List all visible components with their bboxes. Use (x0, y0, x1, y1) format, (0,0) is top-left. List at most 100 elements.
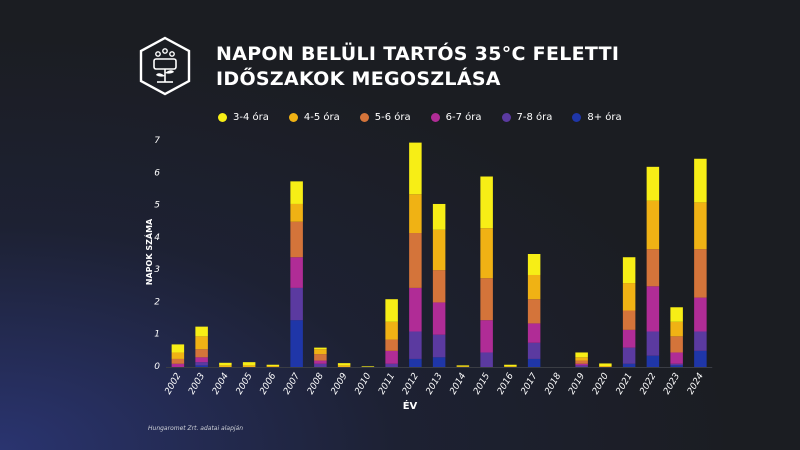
bar-segment (195, 357, 208, 363)
bar-segment (266, 366, 280, 367)
bar-segment (480, 278, 493, 321)
bar-segment (314, 347, 327, 350)
x-tick-label: 2021 (615, 372, 635, 397)
bar-segment (432, 270, 446, 303)
x-tick-label: 2011 (377, 372, 397, 397)
bar-segment (290, 320, 303, 367)
bar-segment (432, 302, 446, 335)
x-tick-label: 2018 (543, 371, 563, 396)
legend-label: 6-7 óra (445, 112, 482, 123)
x-tick-label: 2012 (401, 371, 421, 396)
bar-segment (599, 363, 612, 367)
bar-segment (385, 339, 398, 351)
legend-item: 4-5 óra (288, 112, 340, 123)
bar-segment (242, 362, 256, 366)
legend-item: 3-4 óra (218, 112, 269, 123)
bar-segment (527, 323, 541, 343)
bar-segment (195, 326, 208, 337)
bar-segment (385, 350, 398, 364)
bar-segment (337, 363, 351, 366)
bar-segment (432, 203, 446, 230)
bar-segment (314, 349, 327, 355)
bar-segment (646, 166, 660, 201)
y-tick-label: 7 (154, 136, 160, 146)
bar-segment (575, 357, 588, 361)
x-tick-label: 2002 (163, 371, 183, 396)
bar-segment (171, 363, 185, 367)
chart-title-line1: NAPON BELÜLI TARTÓS 35°C FELETTI (216, 43, 620, 65)
legend-item: 5-6 óra (359, 112, 411, 123)
bar-segment (456, 366, 470, 367)
bar-segment (527, 274, 541, 300)
y-tick-label: 1 (154, 330, 160, 340)
y-axis-label: NAPOK SZÁMA (143, 218, 154, 285)
bar-segment (219, 362, 232, 366)
x-tick-label: 2023 (662, 371, 682, 396)
bar-segment (385, 321, 398, 340)
bar-segment (694, 350, 707, 367)
legend-label: 7-8 óra (516, 112, 553, 123)
x-tick-label: 2016 (496, 371, 516, 396)
bar-segment (527, 299, 541, 324)
bar-segment (527, 254, 541, 275)
legend-swatch (218, 113, 227, 122)
bar-segment (480, 176, 493, 229)
bar-segment (409, 331, 422, 359)
x-tick-label: 2015 (472, 371, 492, 396)
legend-item: 6-7 óra (430, 112, 482, 123)
y-tick-label: 5 (154, 201, 160, 211)
legend-swatch (572, 113, 582, 122)
bar-segment (694, 158, 707, 203)
chart-title-line2: IDŐSZAKOK MEGOSZLÁSA (216, 68, 501, 90)
bar-segment (219, 365, 232, 367)
x-tick-label: 2020 (591, 371, 611, 396)
bar-segment (409, 287, 422, 332)
legend-swatch (359, 113, 369, 122)
bar-segment (575, 352, 588, 358)
bar-segment (575, 363, 588, 366)
bar-segment (694, 331, 707, 351)
source-note: Hungaromet Zrt. adatai alapján (148, 425, 244, 432)
y-tick-label: 6 (154, 168, 160, 178)
bar-segment (646, 355, 660, 367)
legend-label: 5-6 óra (374, 112, 411, 123)
bar-segment (646, 200, 660, 250)
x-tick-label: 2014 (448, 371, 468, 396)
bar-segment (290, 203, 303, 222)
x-tick-label: 2003 (187, 371, 207, 396)
bar-segment (456, 365, 470, 367)
bar-segment (314, 354, 327, 361)
bar-segment (694, 202, 707, 250)
bar-segment (670, 363, 683, 366)
bar-segment (432, 229, 446, 271)
legend-label: 4-5 óra (303, 112, 340, 123)
y-tick-label: 3 (154, 265, 160, 275)
bar-segment (575, 365, 588, 367)
bar-segment (195, 336, 208, 350)
bar-segment (694, 249, 707, 298)
y-tick-label: 4 (154, 233, 160, 243)
bar-segment (337, 365, 351, 367)
bar-segment (195, 365, 208, 367)
bar-segment (290, 221, 303, 258)
x-tick-label: 2004 (211, 371, 231, 396)
legend-swatch (501, 113, 511, 122)
bar-segment (622, 310, 636, 330)
bar-segment (504, 364, 517, 367)
legend-item: 8+ óra (572, 112, 622, 123)
x-tick-label: 2008 (306, 371, 326, 396)
bar-segment (622, 329, 636, 348)
bar-segment (504, 366, 517, 367)
x-tick-label: 2024 (686, 371, 706, 396)
bar-segment (575, 360, 588, 364)
legend-item: 7-8 óra (501, 112, 553, 123)
bar-segment (646, 286, 660, 332)
y-tick-label: 0 (154, 362, 160, 372)
bar-segment (670, 352, 683, 364)
bar-segment (432, 334, 446, 358)
bar-segment (409, 358, 422, 367)
x-tick-label: 2019 (567, 371, 587, 396)
x-tick-label: 2009 (330, 371, 350, 396)
bar-segment (290, 257, 303, 288)
